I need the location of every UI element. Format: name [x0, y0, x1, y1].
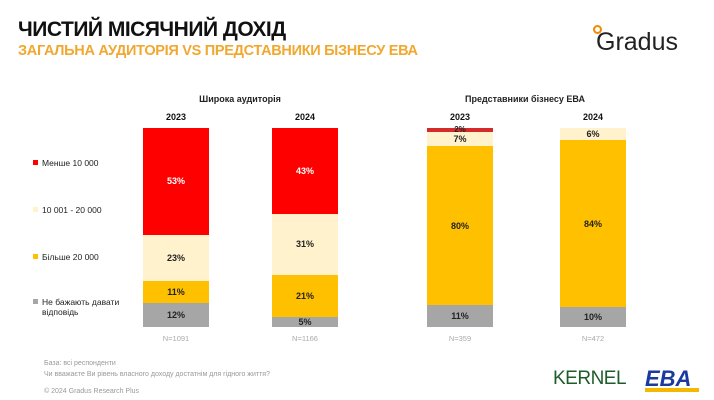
- bar-segment: 6%: [560, 128, 626, 140]
- bar-segment: 31%: [272, 213, 338, 276]
- stacked-bar: 43% 31% 21% 5%: [272, 128, 338, 327]
- legend-label: Більше 20 000: [42, 252, 99, 262]
- bar-segment: 11%: [143, 280, 209, 303]
- legend-item: Менше 10 000: [33, 158, 99, 168]
- bar-segment: 21%: [272, 275, 338, 318]
- legend-swatch: [33, 299, 38, 304]
- copyright: © 2024 Gradus Research Plus: [44, 388, 140, 395]
- legend-label: Не бажають давати відповідь: [42, 297, 120, 317]
- group-title-eba: Представники бізнесу ЕВА: [465, 94, 585, 104]
- svg-text:EBA: EBA: [645, 366, 691, 391]
- legend-item: Більше 20 000: [33, 252, 99, 262]
- legend-item: Не бажають давати відповідь: [33, 297, 132, 317]
- bar-segment: 23%: [143, 234, 209, 281]
- bar-segment: 84%: [560, 139, 626, 308]
- gradus-logo: Gradus: [593, 25, 678, 57]
- sample-size-label: N=1166: [292, 334, 318, 343]
- bar-year-label: 2023: [165, 112, 187, 122]
- bar-segment: 43%: [272, 128, 338, 214]
- kernel-logo-text: KERNEL: [553, 368, 627, 389]
- bar-year-label: 2023: [449, 112, 471, 122]
- logo-text: Gradus: [596, 28, 678, 56]
- sample-size-label: N=359: [448, 334, 472, 343]
- bar-year-label: 2024: [582, 112, 604, 122]
- bar-segment: 10%: [560, 307, 626, 327]
- sample-size-label: N=472: [581, 334, 605, 343]
- legend-item: 10 001 - 20 000: [33, 205, 102, 215]
- bar-segment: 7%: [427, 131, 493, 146]
- bar-year-label: 2024: [294, 112, 316, 122]
- legend-label: Менше 10 000: [42, 158, 99, 168]
- page-title: ЧИСТИЙ МІСЯЧНИЙ ДОХІД: [18, 18, 286, 41]
- question-note: Чи вважаєте Ви рівень власного доходу до…: [44, 371, 270, 378]
- bar-segment: 12%: [143, 302, 209, 327]
- legend-swatch: [33, 160, 38, 165]
- stacked-bar: 6% 84% 10%: [560, 128, 626, 327]
- kernel-logo: KERNEL: [553, 368, 627, 390]
- eba-logo: EBA: [645, 366, 699, 392]
- stacked-bar: 2% 7% 80% 11%: [427, 126, 493, 327]
- bar-segment: 53%: [143, 128, 209, 235]
- group-title-general: Широка аудиторія: [199, 94, 281, 104]
- bar-segment: 2%: [427, 126, 493, 133]
- bar-segment: 5%: [272, 317, 338, 327]
- bar-segment: 11%: [427, 305, 493, 327]
- legend-label: 10 001 - 20 000: [42, 205, 102, 215]
- page-subtitle: ЗАГАЛЬНА АУДИТОРІЯ VS ПРЕДСТАВНИКИ БІЗНЕ…: [18, 43, 418, 59]
- sample-size-label: N=1091: [162, 334, 190, 343]
- bar-segment: 80%: [427, 145, 493, 306]
- stacked-bar: 53% 23% 11% 12%: [143, 128, 209, 327]
- legend-swatch: [33, 207, 38, 212]
- base-note: База: всі респонденти: [44, 360, 116, 367]
- legend-swatch: [33, 254, 38, 259]
